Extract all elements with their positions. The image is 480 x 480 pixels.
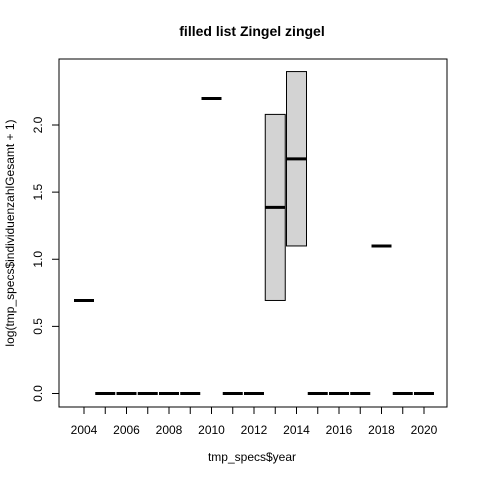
x-tick-label-2018: 2018	[368, 423, 395, 437]
y-axis-label: log(tmp_specs$individuenzahlGesamt + 1)	[3, 119, 17, 346]
y-axis: 0.0 0.5 1.0 1.5 2.0	[31, 116, 59, 402]
x-tick-label-2008: 2008	[156, 423, 183, 437]
y-tick-label-1.5: 1.5	[31, 183, 45, 200]
chart-title: filled list Zingel zingel	[179, 23, 324, 39]
y-tick-label-0.5: 0.5	[31, 318, 45, 335]
x-tick-label-2010: 2010	[198, 423, 225, 437]
y-tick-label-0.0: 0.0	[31, 385, 45, 402]
y-tick-label-2.0: 2.0	[31, 116, 45, 133]
x-tick-label-2012: 2012	[241, 423, 268, 437]
x-axis-label: tmp_specs$year	[208, 450, 296, 464]
x-tick-label-2004: 2004	[71, 423, 98, 437]
y-tick-label-1.0: 1.0	[31, 251, 45, 268]
x-tick-label-2006: 2006	[113, 423, 140, 437]
boxes-group	[74, 71, 434, 395]
x-axis: 2004 2006 2008 2010 2012 2014 2016 2018 2020	[71, 407, 438, 437]
x-tick-label-2014: 2014	[283, 423, 310, 437]
x-tick-label-2016: 2016	[326, 423, 353, 437]
x-tick-label-2020: 2020	[411, 423, 438, 437]
plot-area-frame	[58, 58, 448, 408]
